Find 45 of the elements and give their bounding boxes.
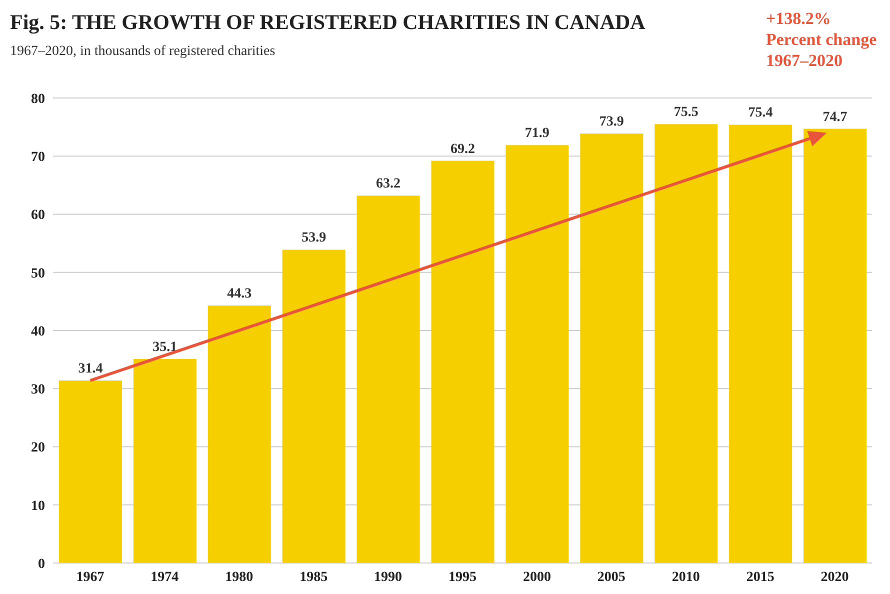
y-tick-label: 40 <box>31 324 45 340</box>
y-tick-label: 20 <box>31 440 45 456</box>
bar <box>431 160 494 563</box>
chart-title: Fig. 5: THE GROWTH OF REGISTERED CHARITIES IN CANADA <box>10 10 646 35</box>
data-label: 71.9 <box>524 126 550 142</box>
data-label: 75.5 <box>674 105 698 120</box>
bar <box>729 124 792 563</box>
data-label: 63.2 <box>376 176 401 192</box>
x-tick-label: 2020 <box>820 570 849 585</box>
y-tick-label: 80 <box>31 92 45 107</box>
x-tick-label: 1967 <box>76 570 104 585</box>
x-tick-label: 2005 <box>597 570 626 585</box>
x-tick-label: 2010 <box>672 570 700 585</box>
x-tick-label: 1980 <box>225 570 254 585</box>
x-tick-label: 1974 <box>150 570 179 585</box>
x-tick-label: 1985 <box>300 570 328 585</box>
text: +138.2% Percent change 1967–2020 <box>766 8 877 71</box>
x-tick-label: 1990 <box>374 570 402 585</box>
data-label: 44.3 <box>227 286 252 302</box>
y-tick-label: 60 <box>31 208 45 224</box>
bar <box>356 196 420 563</box>
y-tick-label: 30 <box>31 382 45 398</box>
data-label: 69.2 <box>450 142 475 157</box>
bar <box>654 124 718 563</box>
data-label: 75.4 <box>748 106 773 121</box>
bar <box>506 145 569 563</box>
bar <box>282 250 346 563</box>
chart-subtitle: 1967–2020, in thousands of registered charities <box>10 44 276 60</box>
data-label: 53.9 <box>302 230 326 246</box>
bar <box>133 358 196 563</box>
x-tick-label: 2015 <box>746 570 774 585</box>
data-label: 73.9 <box>599 114 624 130</box>
bar <box>58 380 122 563</box>
data-label: 31.4 <box>78 361 103 376</box>
y-tick-label: 0 <box>38 556 45 572</box>
y-tick-label: 10 <box>31 498 45 514</box>
bar <box>208 306 271 563</box>
x-tick-label: 1995 <box>448 570 476 585</box>
x-tick-label: 2000 <box>522 570 551 585</box>
y-tick-label: 70 <box>31 150 45 166</box>
y-tick-label: 50 <box>31 266 45 282</box>
data-label: 74.7 <box>822 110 848 125</box>
bar <box>804 128 866 563</box>
data-label: 35.1 <box>152 340 178 355</box>
bar <box>580 133 644 563</box>
